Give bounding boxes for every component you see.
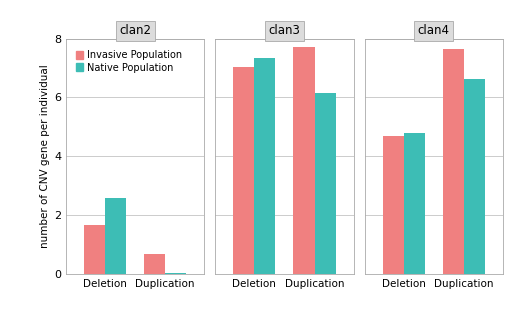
Bar	[404, 133, 425, 274]
Bar	[144, 254, 165, 274]
Bar	[314, 93, 336, 274]
Bar	[383, 136, 404, 274]
Bar	[464, 79, 485, 274]
Bar	[255, 58, 275, 274]
Bar	[84, 225, 105, 274]
Legend: Invasive Population, Native Population: Invasive Population, Native Population	[74, 48, 184, 74]
Title: clan3: clan3	[269, 24, 300, 37]
Bar	[294, 47, 314, 274]
Bar	[105, 198, 126, 274]
Title: clan4: clan4	[418, 24, 450, 37]
Bar	[443, 49, 464, 274]
Title: clan2: clan2	[119, 24, 151, 37]
Y-axis label: number of CNV gene per individual: number of CNV gene per individual	[40, 64, 50, 248]
Bar	[165, 272, 186, 274]
Bar	[233, 67, 255, 274]
